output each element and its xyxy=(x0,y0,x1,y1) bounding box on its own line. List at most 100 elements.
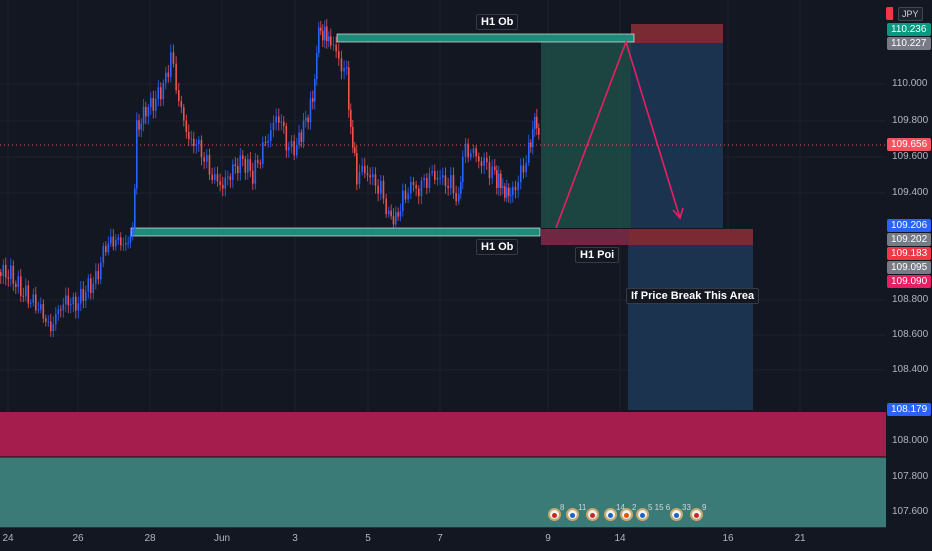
candle-body xyxy=(185,120,188,132)
teal-zone[interactable] xyxy=(0,457,886,527)
candle-body xyxy=(288,147,290,151)
price-tick-label: 107.600 xyxy=(892,506,929,517)
candle-body xyxy=(35,294,37,311)
candle-body xyxy=(180,101,183,108)
candle-body xyxy=(45,318,47,322)
candle-body xyxy=(338,51,340,59)
candle-body xyxy=(142,107,145,124)
candle-body xyxy=(278,116,280,123)
price-chart[interactable] xyxy=(0,0,886,527)
candle-body xyxy=(247,159,249,173)
candle-body xyxy=(455,193,457,202)
h1-ob-bottom-bar[interactable] xyxy=(130,227,541,237)
event-flag-icon[interactable] xyxy=(690,508,703,521)
candle-body xyxy=(374,174,377,186)
candle-body xyxy=(112,236,115,247)
price-tag: 109.206 xyxy=(887,219,931,232)
candle-body xyxy=(470,153,472,158)
projection-box-upper[interactable] xyxy=(541,42,631,228)
candle-body xyxy=(5,264,7,278)
candle-body xyxy=(140,123,143,130)
event-flag-icon[interactable] xyxy=(620,508,633,521)
candle-body xyxy=(436,177,439,180)
candle-body xyxy=(439,177,441,179)
event-count: 14 xyxy=(616,503,625,512)
candle-body xyxy=(170,52,172,77)
candle-body xyxy=(447,185,449,189)
candle-body xyxy=(105,246,107,253)
candle-body xyxy=(175,63,177,91)
poi-box-right[interactable] xyxy=(629,229,753,245)
candle-body xyxy=(77,303,80,311)
candle-body xyxy=(267,140,269,143)
candle-body xyxy=(285,126,288,151)
projection-arrow[interactable] xyxy=(555,39,684,229)
event-flag-icon[interactable] xyxy=(636,508,649,521)
candle-body xyxy=(326,26,328,42)
candle-body xyxy=(475,148,477,157)
currency-label[interactable]: JPY xyxy=(898,7,923,21)
candle-body xyxy=(219,181,221,185)
candle-body xyxy=(82,288,85,301)
date-tick-label: Jun xyxy=(213,533,231,544)
event-flag-icon[interactable] xyxy=(604,508,617,521)
candle-body xyxy=(462,156,464,183)
candle-body xyxy=(506,187,508,198)
candle-body xyxy=(183,107,185,121)
candle-body xyxy=(434,171,436,180)
candle-body xyxy=(364,165,366,174)
event-flag-icon[interactable] xyxy=(670,508,683,521)
candle-body xyxy=(249,159,252,171)
candle-body xyxy=(320,27,322,31)
price-scale[interactable]: 110.000 109.800 109.600 109.400 108.800 108.6… xyxy=(886,0,932,527)
candle-body xyxy=(528,142,530,163)
candle-body xyxy=(296,144,298,156)
candlestick-series xyxy=(0,19,540,338)
projection-box-upper-right[interactable] xyxy=(631,42,723,228)
candle-body xyxy=(508,187,510,196)
candle-body xyxy=(10,265,12,279)
projection-box-lower[interactable] xyxy=(628,245,753,410)
poi-box-left[interactable] xyxy=(541,229,629,245)
candle-body xyxy=(92,283,95,293)
candle-body xyxy=(229,176,232,180)
candle-body xyxy=(283,121,285,127)
candle-body xyxy=(335,44,337,52)
date-tick-label: 9 xyxy=(545,533,551,544)
ob-target-box[interactable] xyxy=(631,24,723,43)
candle-body xyxy=(100,262,102,280)
candle-body xyxy=(200,139,203,158)
candle-body xyxy=(224,177,227,189)
candle-body xyxy=(415,184,417,189)
candle-body xyxy=(259,162,262,164)
flag-dot-icon xyxy=(570,513,575,518)
candle-body xyxy=(190,138,193,140)
price-tick-label: 108.400 xyxy=(892,364,929,375)
candle-body xyxy=(428,173,431,188)
date-tick-label: 24 xyxy=(2,533,14,544)
chart-area[interactable]: H1 Ob H1 Ob H1 Poi If Price Break This A… xyxy=(0,0,886,527)
candle-body xyxy=(322,30,324,41)
price-tag: 109.183 xyxy=(887,247,931,260)
candle-body xyxy=(356,153,358,185)
candle-body xyxy=(520,165,522,183)
candle-body xyxy=(444,175,447,186)
candle-body xyxy=(87,278,90,292)
event-flag-icon[interactable] xyxy=(548,508,561,521)
candle-body xyxy=(97,271,100,280)
candle-body xyxy=(172,52,175,64)
candle-body xyxy=(272,122,275,131)
pink-zone[interactable] xyxy=(0,412,886,457)
h1-ob-top-bar[interactable] xyxy=(336,33,635,43)
candle-body xyxy=(316,53,318,80)
flag-dot-icon xyxy=(640,513,645,518)
candle-body xyxy=(254,160,257,184)
candle-body xyxy=(538,128,540,135)
candle-body xyxy=(328,36,330,42)
time-scale[interactable]: 24 26 28 Jun 3 5 7 9 14 16 21 xyxy=(0,527,886,551)
price-tick-label: 107.800 xyxy=(892,471,929,482)
candle-body xyxy=(147,107,150,117)
event-flag-icon[interactable] xyxy=(566,508,579,521)
flag-dot-icon xyxy=(694,513,699,518)
event-flag-icon[interactable] xyxy=(586,508,599,521)
